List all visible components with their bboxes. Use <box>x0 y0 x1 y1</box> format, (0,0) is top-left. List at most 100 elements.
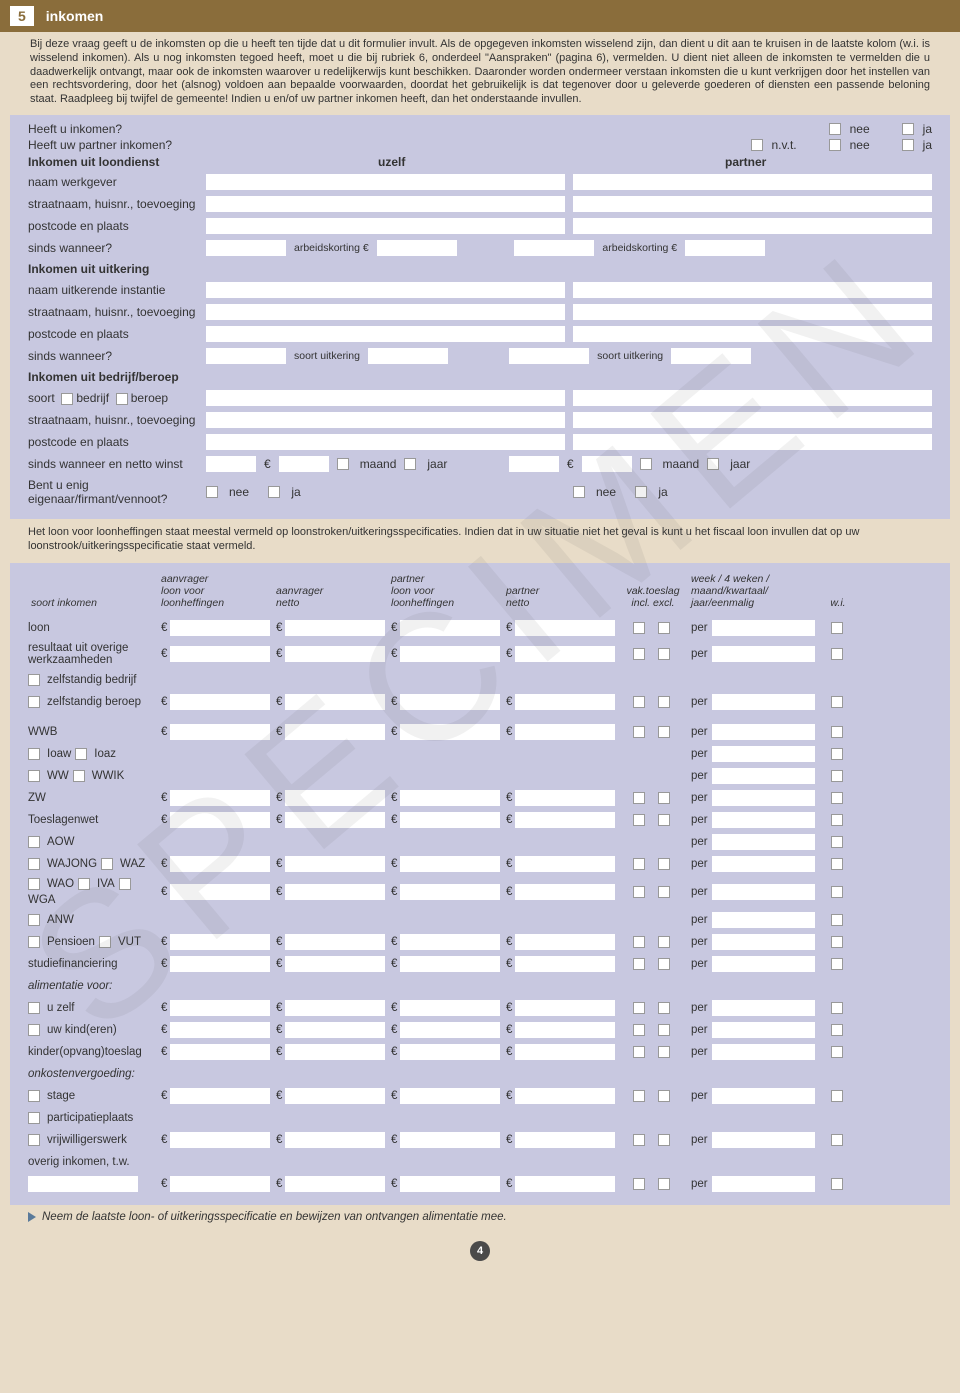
checkbox[interactable] <box>635 486 647 498</box>
checkbox[interactable] <box>707 458 719 470</box>
input[interactable] <box>582 456 632 472</box>
input[interactable] <box>285 724 385 740</box>
checkbox[interactable] <box>28 674 40 686</box>
input[interactable] <box>206 434 565 450</box>
checkbox[interactable] <box>829 139 841 151</box>
input[interactable] <box>206 456 256 472</box>
input[interactable] <box>685 240 765 256</box>
input[interactable] <box>712 1088 815 1104</box>
checkbox[interactable] <box>831 622 843 634</box>
checkbox[interactable] <box>633 696 645 708</box>
input[interactable] <box>206 174 565 190</box>
checkbox[interactable] <box>658 726 670 738</box>
checkbox[interactable] <box>831 858 843 870</box>
checkbox[interactable] <box>633 1178 645 1190</box>
checkbox[interactable] <box>831 836 843 848</box>
checkbox[interactable] <box>831 792 843 804</box>
checkbox[interactable] <box>658 1134 670 1146</box>
input[interactable] <box>206 412 565 428</box>
input[interactable] <box>712 1044 815 1060</box>
checkbox[interactable] <box>831 1178 843 1190</box>
input[interactable] <box>400 934 500 950</box>
input[interactable] <box>400 790 500 806</box>
checkbox[interactable] <box>658 1178 670 1190</box>
input[interactable] <box>509 348 589 364</box>
checkbox[interactable] <box>633 622 645 634</box>
input[interactable] <box>206 304 565 320</box>
input[interactable] <box>170 724 270 740</box>
checkbox[interactable] <box>902 123 914 135</box>
input[interactable] <box>515 884 615 900</box>
input[interactable] <box>671 348 751 364</box>
input[interactable] <box>712 934 815 950</box>
input[interactable] <box>400 1132 500 1148</box>
checkbox[interactable] <box>751 139 763 151</box>
input[interactable] <box>515 1176 615 1192</box>
input[interactable] <box>279 456 329 472</box>
input[interactable] <box>400 1000 500 1016</box>
checkbox[interactable] <box>28 1134 40 1146</box>
input[interactable] <box>712 768 815 784</box>
input[interactable] <box>400 694 500 710</box>
input[interactable] <box>515 694 615 710</box>
input[interactable] <box>285 646 385 662</box>
input[interactable] <box>285 694 385 710</box>
checkbox[interactable] <box>61 393 73 405</box>
input[interactable] <box>515 956 615 972</box>
input[interactable] <box>170 620 270 636</box>
checkbox[interactable] <box>28 1024 40 1036</box>
input[interactable] <box>377 240 457 256</box>
input[interactable] <box>400 646 500 662</box>
input[interactable] <box>170 1022 270 1038</box>
input[interactable] <box>515 812 615 828</box>
checkbox[interactable] <box>28 936 40 948</box>
input[interactable] <box>285 884 385 900</box>
checkbox[interactable] <box>633 1024 645 1036</box>
input[interactable] <box>514 240 594 256</box>
checkbox[interactable] <box>831 936 843 948</box>
input[interactable] <box>515 724 615 740</box>
checkbox[interactable] <box>28 914 40 926</box>
input[interactable] <box>368 348 448 364</box>
checkbox[interactable] <box>831 726 843 738</box>
input[interactable] <box>206 390 565 406</box>
input[interactable] <box>400 1088 500 1104</box>
checkbox[interactable] <box>658 1090 670 1102</box>
checkbox[interactable] <box>831 1002 843 1014</box>
input[interactable] <box>285 1022 385 1038</box>
checkbox[interactable] <box>206 486 218 498</box>
input[interactable] <box>170 694 270 710</box>
input[interactable] <box>712 1000 815 1016</box>
checkbox[interactable] <box>658 648 670 660</box>
input[interactable] <box>206 348 286 364</box>
input[interactable] <box>170 790 270 806</box>
input[interactable] <box>515 856 615 872</box>
input[interactable] <box>170 1000 270 1016</box>
checkbox[interactable] <box>658 792 670 804</box>
checkbox[interactable] <box>829 123 841 135</box>
checkbox[interactable] <box>28 770 40 782</box>
checkbox[interactable] <box>658 1046 670 1058</box>
checkbox[interactable] <box>337 458 349 470</box>
checkbox[interactable] <box>633 814 645 826</box>
input[interactable] <box>170 1176 270 1192</box>
checkbox[interactable] <box>658 1002 670 1014</box>
input[interactable] <box>206 282 565 298</box>
checkbox[interactable] <box>831 1024 843 1036</box>
input[interactable] <box>573 326 932 342</box>
checkbox[interactable] <box>658 696 670 708</box>
checkbox[interactable] <box>902 139 914 151</box>
checkbox[interactable] <box>633 726 645 738</box>
input[interactable] <box>285 1176 385 1192</box>
input[interactable] <box>206 218 565 234</box>
input[interactable] <box>573 174 932 190</box>
input[interactable] <box>712 812 815 828</box>
input[interactable] <box>712 620 815 636</box>
input[interactable] <box>400 1176 500 1192</box>
checkbox[interactable] <box>404 458 416 470</box>
checkbox[interactable] <box>831 748 843 760</box>
input[interactable] <box>285 1044 385 1060</box>
checkbox[interactable] <box>28 748 40 760</box>
input[interactable] <box>573 196 932 212</box>
input[interactable] <box>515 1088 615 1104</box>
